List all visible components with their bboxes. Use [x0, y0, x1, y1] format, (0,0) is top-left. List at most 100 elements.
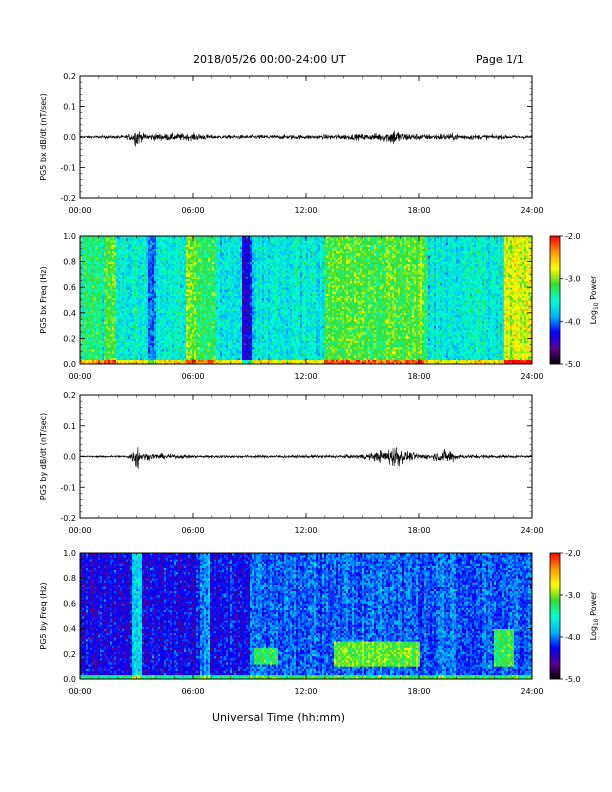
- spectrogram-cell: [146, 278, 149, 282]
- spectrogram-cell: [98, 274, 101, 277]
- spectrogram-cell: [156, 357, 159, 361]
- spectrogram-cell: [232, 265, 235, 269]
- spectrogram-cell: [140, 340, 143, 343]
- spectrogram-cell: [186, 314, 189, 318]
- spectrogram-cell: [208, 361, 211, 365]
- spectrogram-cell: [118, 304, 121, 307]
- spectrogram-cell: [158, 346, 161, 350]
- spectrogram-cell: [86, 259, 89, 262]
- spectrogram-cell: [184, 336, 187, 339]
- spectrogram-cell: [118, 242, 121, 245]
- spectrogram-cell: [122, 349, 125, 352]
- spectrogram-cell: [234, 291, 237, 294]
- spectrogram-cell: [168, 289, 171, 292]
- spectrogram-cell: [156, 361, 159, 365]
- spectrogram-cell: [98, 304, 101, 307]
- spectrogram-cell: [206, 236, 209, 239]
- spectrogram-cell: [114, 244, 117, 247]
- spectrogram-cell: [128, 278, 131, 282]
- spectrogram-cell: [94, 355, 97, 358]
- spectrogram-cell: [210, 246, 213, 250]
- spectrogram-cell: [236, 329, 239, 333]
- spectrogram-cell: [142, 248, 145, 252]
- spectrogram-cell: [172, 289, 175, 292]
- spectrogram-cell: [174, 263, 177, 267]
- spectrogram-cell: [110, 338, 113, 341]
- spectrogram-cell: [212, 336, 215, 339]
- spectrogram-cell: [82, 340, 85, 343]
- spectrogram-cell: [132, 359, 135, 363]
- spectrogram-cell: [106, 317, 109, 320]
- spectrogram-cell: [102, 332, 105, 335]
- spectrogram-cell: [206, 308, 209, 311]
- spectrogram-cell: [186, 255, 189, 258]
- spectrogram-cell: [236, 319, 239, 322]
- spectrogram-cell: [86, 240, 89, 243]
- spectrogram-cell: [224, 346, 227, 350]
- spectrogram-cell: [114, 261, 117, 265]
- spectrogram-cell: [92, 317, 95, 320]
- spectrogram-cell: [208, 297, 211, 301]
- spectrogram-cell: [148, 272, 151, 275]
- spectrogram-cell: [114, 278, 117, 282]
- spectrogram-cell: [116, 334, 119, 337]
- spectrogram-cell: [142, 317, 145, 320]
- spectrogram-cell: [178, 336, 181, 339]
- spectrogram-cell: [146, 319, 149, 322]
- spectrogram-cell: [158, 317, 161, 320]
- spectrogram-cell: [232, 325, 235, 329]
- spectrogram-cell: [158, 248, 161, 252]
- spectrogram-cell: [84, 268, 87, 271]
- spectrogram-cell: [224, 359, 227, 363]
- spectrogram-cell: [98, 340, 101, 343]
- spectrogram-cell: [196, 295, 199, 299]
- spectrogram-cell: [234, 314, 237, 318]
- spectrogram-cell: [148, 340, 151, 343]
- spectrogram-cell: [134, 329, 137, 333]
- spectrogram-cell: [94, 351, 97, 354]
- spectrogram-cell: [178, 246, 181, 250]
- spectrogram-cell: [202, 268, 205, 271]
- spectrogram-cell: [196, 268, 199, 271]
- spectrogram-cell: [226, 332, 229, 335]
- spectrogram-cell: [162, 351, 165, 354]
- spectrogram-cell: [158, 289, 161, 292]
- spectrogram-cell: [142, 332, 145, 335]
- spectrogram-cell: [238, 270, 241, 273]
- spectrogram-cell: [222, 346, 225, 350]
- spectrogram-cell: [120, 248, 123, 252]
- spectrogram-cell: [88, 312, 91, 316]
- spectrogram-cell: [82, 300, 85, 303]
- spectrogram-cell: [182, 329, 185, 333]
- spectrogram-cell: [88, 291, 91, 294]
- spectrogram-cell: [174, 338, 177, 341]
- spectrogram-cell: [148, 246, 151, 250]
- spectrogram-cell: [186, 261, 189, 265]
- spectrogram-cell: [170, 353, 173, 356]
- spectrogram-cell: [144, 261, 147, 265]
- spectrogram-cell: [182, 342, 185, 346]
- spectrogram-cell: [202, 278, 205, 282]
- spectrogram-cell: [160, 244, 163, 247]
- spectrogram-cell: [126, 259, 129, 262]
- spectrogram-cell: [150, 278, 153, 282]
- spectrogram-cell: [214, 323, 217, 326]
- spectrogram-cell: [110, 334, 113, 337]
- spectrogram-cell: [156, 242, 159, 245]
- spectrogram-cell: [202, 259, 205, 262]
- spectrogram-cell: [96, 272, 99, 275]
- spectrogram-cell: [148, 308, 151, 311]
- spectrogram-cell: [88, 310, 91, 314]
- spectrogram-cell: [108, 242, 111, 245]
- spectrogram-cell: [134, 308, 137, 311]
- spectrogram-cell: [136, 353, 139, 356]
- spectrogram-cell: [132, 353, 135, 356]
- spectrogram-cell: [104, 287, 107, 290]
- spectrogram-cell: [224, 340, 227, 343]
- spectrogram-cell: [132, 346, 135, 350]
- spectrogram-cell: [140, 304, 143, 307]
- spectrogram-cell: [220, 323, 223, 326]
- spectrogram-cell: [108, 317, 111, 320]
- spectrogram-cell: [114, 302, 117, 305]
- spectrogram-cell: [210, 321, 213, 324]
